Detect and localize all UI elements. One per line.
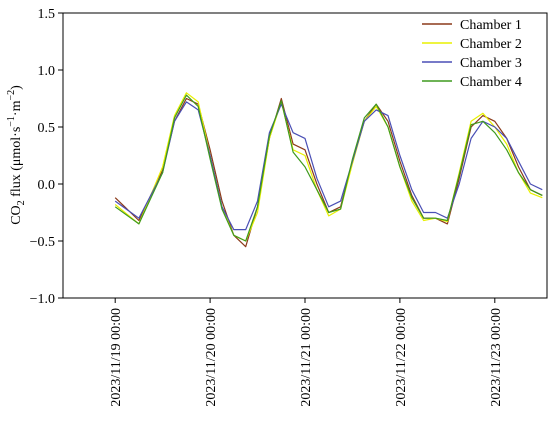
legend: Chamber 1 Chamber 2 Chamber 3 Chamber 4: [422, 18, 522, 90]
y-axis-label-sub: 2: [16, 200, 27, 205]
y-axis-label-sup1: −1: [6, 116, 17, 127]
x-tick-label: 2023/11/20 00:00: [204, 308, 219, 407]
series-line-chamber-4: [114, 94, 543, 242]
y-axis-label: CO2 flux (μmol·s−1·m−2): [6, 85, 27, 225]
legend-label: Chamber 2: [460, 37, 522, 52]
y-axis: −1.0 −0.5 0.0 0.5 1.0 1.5: [30, 7, 63, 307]
x-axis: 2023/11/19 00:00 2023/11/20 00:00 2023/11/…: [109, 298, 504, 407]
y-tick-label: 1.0: [38, 64, 56, 79]
y-axis-label-dot: ·m: [9, 100, 24, 116]
legend-label: Chamber 3: [460, 56, 522, 71]
legend-label: Chamber 1: [460, 18, 522, 33]
y-tick-label: 0.0: [38, 178, 56, 193]
series-line-chamber-3: [114, 101, 543, 231]
series-lines: [114, 92, 543, 248]
y-tick-label: 1.5: [38, 7, 56, 22]
x-tick-label: 2023/11/22 00:00: [394, 308, 409, 407]
series-line-chamber-1: [114, 97, 543, 248]
x-tick-label: 2023/11/23 00:00: [489, 308, 504, 407]
y-tick-label: −1.0: [30, 292, 55, 307]
y-axis-label-pre: CO: [9, 205, 24, 224]
legend-label: Chamber 4: [460, 75, 522, 90]
series-line-chamber-2: [114, 92, 543, 242]
y-axis-label-post: ): [9, 85, 24, 90]
y-axis-label-mid: flux (μmol·s: [9, 127, 24, 201]
y-tick-label: −0.5: [30, 235, 55, 250]
y-tick-label: 0.5: [38, 121, 56, 136]
x-tick-label: 2023/11/19 00:00: [109, 308, 124, 407]
y-axis-label-sup2: −2: [6, 90, 17, 101]
x-tick-label: 2023/11/21 00:00: [299, 308, 314, 407]
